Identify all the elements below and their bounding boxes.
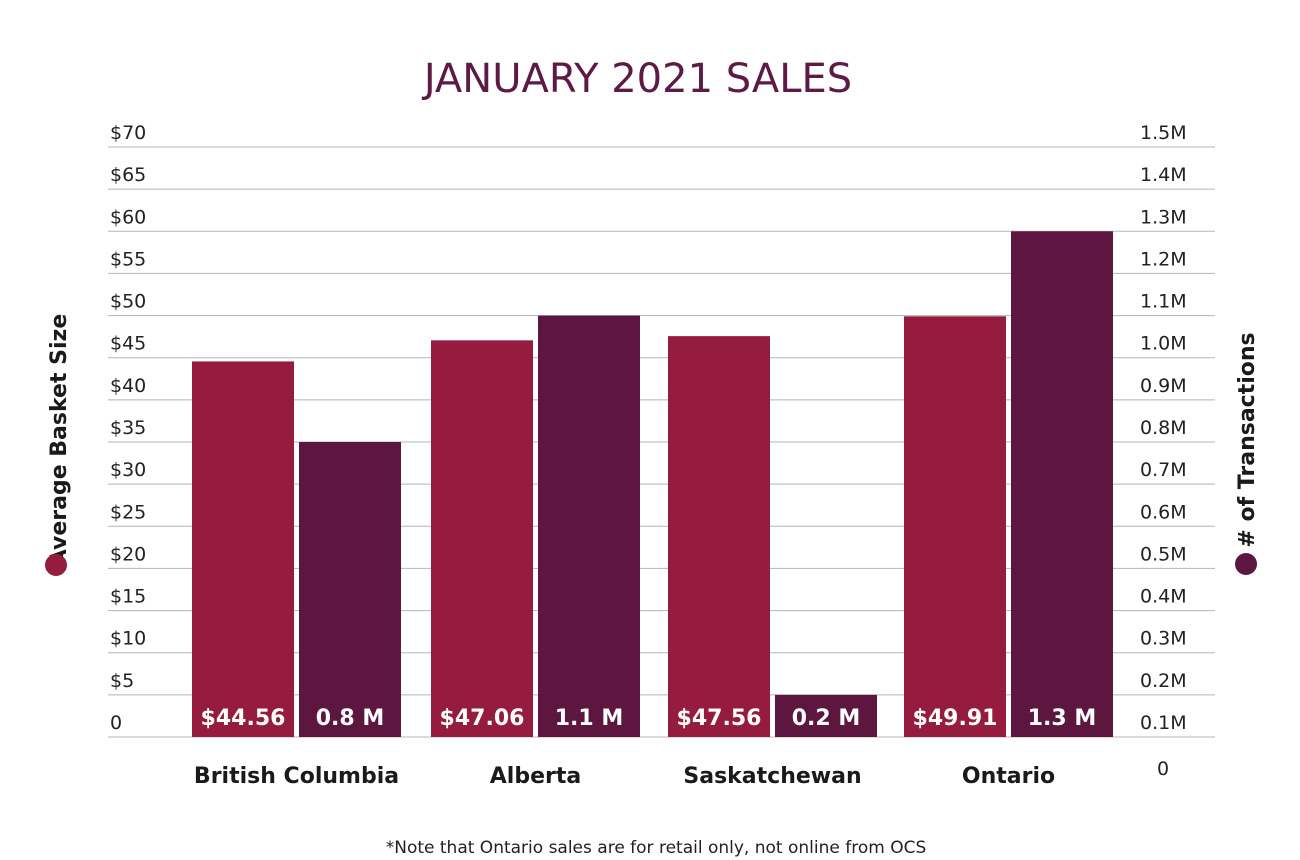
x-tick-label: British Columbia (194, 764, 399, 789)
y2-tick-label: 1.5M (1140, 122, 1187, 144)
y-tick-label: 0 (110, 712, 122, 734)
y2-tick-label: 0.3M (1140, 628, 1187, 650)
data-label: $44.56 (201, 706, 286, 731)
y2-tick-label: 0.9M (1140, 375, 1187, 397)
x-tick-label: Alberta (490, 764, 581, 789)
y-tick-label: $5 (110, 670, 134, 692)
data-label: 1.1 M (555, 706, 624, 731)
y2-axis-label: # of Transactions (1235, 332, 1260, 547)
y2-tick-label: 1.4M (1140, 164, 1187, 186)
y-tick-label: $25 (110, 501, 146, 523)
data-label: $49.91 (913, 706, 998, 731)
y-tick-label: $55 (110, 248, 146, 270)
bar-basket-size (192, 361, 294, 737)
y2-tick-label: 0 (1157, 758, 1169, 780)
y-tick-label: $65 (110, 164, 146, 186)
legend-marker-transactions (1235, 553, 1257, 575)
y2-tick-label: 1.2M (1140, 248, 1187, 270)
y-tick-label: $70 (110, 122, 146, 144)
y-axis-label: Average Basket Size (47, 314, 72, 566)
y-tick-label: $10 (110, 628, 146, 650)
y-tick-label: $35 (110, 417, 146, 439)
y2-tick-label: 0.7M (1140, 459, 1187, 481)
y2-tick-label: 1.3M (1140, 206, 1187, 228)
bar-basket-size (431, 340, 533, 737)
y-tick-label: $60 (110, 206, 146, 228)
y-tick-label: $15 (110, 586, 146, 608)
data-label: $47.56 (677, 706, 762, 731)
y2-tick-label: 0.5M (1140, 543, 1187, 565)
y2-tick-label: 0.8M (1140, 417, 1187, 439)
bar-transactions (775, 694, 877, 737)
y-tick-label: $20 (110, 543, 146, 565)
y-tick-label: $40 (110, 375, 146, 397)
y2-tick-label: 1.1M (1140, 291, 1187, 313)
bar-basket-size (904, 316, 1006, 737)
chart-title: JANUARY 2021 SALES (421, 56, 852, 102)
data-label: 0.2 M (792, 706, 861, 731)
y2-tick-label: 0.6M (1140, 501, 1187, 523)
x-tick-label: Saskatchewan (683, 764, 861, 789)
y-tick-label: $50 (110, 291, 146, 313)
data-label: 0.8 M (316, 706, 385, 731)
y2-tick-label: 0.4M (1140, 586, 1187, 608)
footnote: *Note that Ontario sales are for retail … (386, 838, 927, 858)
legend-marker-basket (45, 554, 67, 576)
bar-transactions (538, 315, 640, 737)
y2-tick-label: 0.2M (1140, 670, 1187, 692)
y-tick-label: $30 (110, 459, 146, 481)
bar-basket-size (668, 336, 770, 737)
data-label: 1.3 M (1028, 706, 1097, 731)
bar-transactions (299, 442, 401, 737)
y-tick-label: $45 (110, 333, 146, 355)
y2-tick-label: 0.1M (1140, 712, 1187, 734)
y2-tick-label: 1.0M (1140, 333, 1187, 355)
bar-transactions (1011, 231, 1113, 738)
data-label: $47.06 (440, 706, 525, 731)
x-tick-label: Ontario (962, 764, 1055, 789)
